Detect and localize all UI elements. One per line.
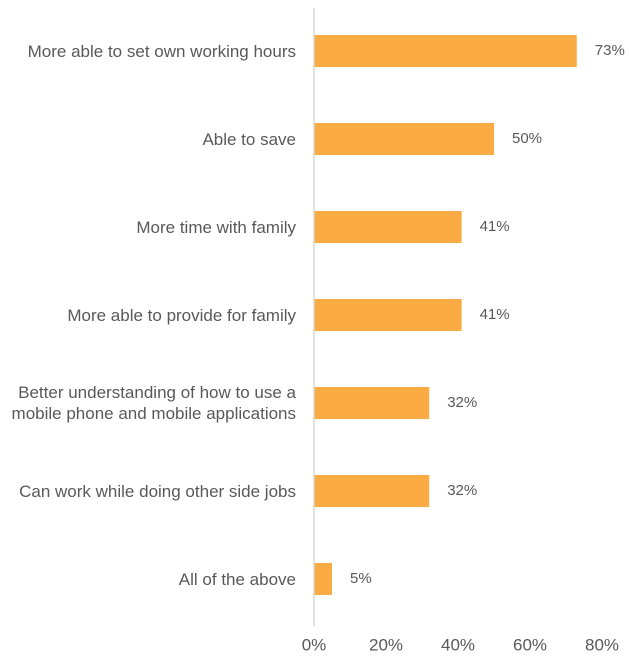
value-label: 32%	[447, 394, 477, 411]
x-tick-label: 80%	[585, 635, 619, 654]
y-tick-label: All of the above	[178, 569, 296, 589]
bar	[314, 299, 462, 331]
category-label-box: More able to provide for family	[6, 271, 296, 359]
y-tick-label: More able to provide for family	[67, 305, 296, 325]
x-tick-label: 20%	[369, 635, 403, 654]
value-label: 41%	[480, 306, 510, 323]
x-tick-label: 40%	[441, 635, 475, 654]
value-label: 5%	[350, 570, 372, 587]
bar	[314, 123, 494, 155]
y-tick-label: Able to save	[202, 129, 296, 149]
category-label-box: More time with family	[6, 183, 296, 271]
value-label: 73%	[595, 42, 625, 59]
x-tick-label: 60%	[513, 635, 547, 654]
x-tick-label: 0%	[302, 635, 327, 654]
category-label-box: Better understanding of how to use a mob…	[6, 359, 296, 447]
category-label-box: Able to save	[6, 95, 296, 183]
bar	[314, 387, 430, 419]
bar	[314, 35, 577, 67]
value-label: 50%	[512, 130, 542, 147]
bar	[314, 475, 430, 507]
y-tick-label: More able to set own working hours	[27, 41, 296, 61]
y-tick-label: Better understanding of how to use a mob…	[11, 383, 296, 423]
value-label: 41%	[480, 218, 510, 235]
category-label-box: Can work while doing other side jobs	[6, 447, 296, 535]
category-label-box: All of the above	[6, 535, 296, 623]
bar	[314, 211, 462, 243]
y-tick-label: More time with family	[136, 217, 296, 237]
bar	[314, 563, 332, 595]
y-tick-label: Can work while doing other side jobs	[19, 481, 296, 501]
value-label: 32%	[447, 482, 477, 499]
category-label-box: More able to set own working hours	[6, 7, 296, 95]
